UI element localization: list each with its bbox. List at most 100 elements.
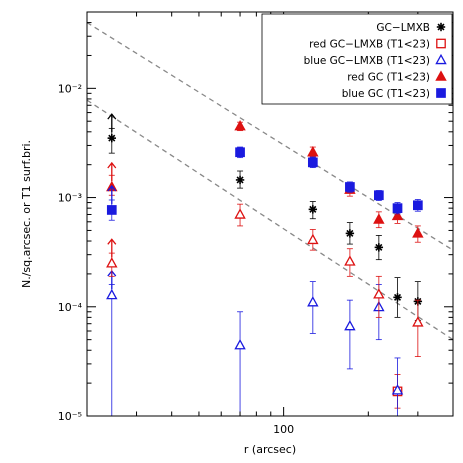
data-marker [345, 229, 355, 238]
triangle-shape [234, 339, 246, 350]
data-point [106, 184, 117, 221]
series-3 [106, 270, 404, 416]
asterisk-stroke [309, 205, 317, 213]
data-point [234, 311, 246, 416]
data-marker [344, 319, 356, 331]
y-tick-label: 10⁻² [58, 82, 82, 95]
data-point [307, 281, 319, 334]
data-point [413, 199, 423, 212]
triangle-shape [344, 319, 356, 331]
square-shape [345, 182, 355, 192]
data-marker [345, 182, 355, 192]
triangle-shape [307, 296, 319, 307]
y-axis-label: N./sq.arcsec. or T1 surf.bri. [20, 140, 33, 288]
data-marker [344, 255, 356, 266]
triangle-shape [307, 146, 319, 157]
square-shape [307, 157, 318, 168]
data-point [235, 170, 245, 189]
data-point [373, 275, 385, 318]
legend-label: red GC−LMXB (T1<23) [309, 39, 430, 51]
data-marker [412, 316, 424, 327]
legend-label: blue GC (T1<23) [342, 88, 430, 100]
data-point [412, 299, 424, 357]
data-marker [373, 213, 385, 224]
legend-marker [435, 53, 447, 65]
data-point [107, 113, 117, 154]
legend: GC−LMXB red GC−LMXB (T1<23) blue GC−LMXB (… [261, 13, 453, 105]
triangle-shape [234, 208, 246, 219]
triangle-shape [106, 257, 118, 268]
data-marker [373, 288, 385, 299]
triangle-shape [412, 227, 424, 238]
data-marker [106, 205, 117, 215]
data-series-layer [106, 113, 424, 416]
data-point [344, 299, 356, 370]
triangle-shape [106, 288, 118, 300]
legend-label: red GC (T1<23) [347, 72, 430, 84]
data-marker [234, 339, 246, 350]
x-tick-label: 100 [273, 423, 294, 436]
triangle-shape [412, 316, 424, 327]
data-point [234, 203, 246, 227]
data-point [392, 202, 403, 215]
data-marker [307, 233, 319, 245]
triangle-shape [373, 213, 385, 224]
triangle-shape [234, 120, 246, 131]
triangle-shape [435, 70, 447, 81]
data-point [373, 190, 384, 201]
data-marker [235, 175, 245, 185]
data-marker [234, 120, 246, 131]
data-point [344, 248, 356, 277]
data-marker [307, 296, 319, 307]
data-point [412, 225, 424, 243]
data-point [393, 277, 402, 318]
square-shape [436, 88, 446, 98]
data-point [345, 222, 355, 245]
data-point [373, 211, 385, 229]
axis-tick-labels: 10⁻⁵ 10⁻⁴ 10⁻³ 10⁻² 100 [58, 82, 294, 436]
data-point [106, 238, 118, 277]
asterisk-stroke [375, 243, 383, 251]
series-4 [106, 120, 424, 243]
data-point [345, 181, 355, 193]
triangle-shape [344, 255, 356, 266]
data-point [235, 146, 245, 159]
square-shape [392, 203, 403, 213]
data-marker [235, 147, 245, 158]
series-1 [107, 113, 423, 321]
data-marker [412, 227, 424, 238]
data-marker [413, 200, 423, 211]
legend-box [261, 13, 453, 105]
reference-lines [87, 22, 453, 341]
legend-label: blue GC−LMXB (T1<23) [304, 55, 430, 67]
data-point [308, 201, 318, 220]
data-point [234, 120, 246, 132]
data-point [391, 357, 404, 416]
data-marker [307, 157, 318, 168]
data-point [307, 229, 319, 251]
data-marker [374, 243, 384, 252]
reference-line-2 [87, 99, 453, 341]
series-5 [106, 146, 423, 221]
square-shape [413, 200, 423, 211]
triangle-shape [391, 384, 404, 395]
y-tick-label: 10⁻⁴ [58, 301, 83, 314]
data-marker [373, 190, 384, 201]
data-marker [307, 146, 319, 157]
data-marker [392, 203, 403, 213]
legend-marker [436, 88, 446, 98]
asterisk-stroke [393, 293, 402, 301]
asterisk-stroke [437, 23, 445, 31]
data-marker [107, 133, 116, 143]
square-shape [235, 147, 245, 158]
arrow-head [107, 161, 117, 169]
data-marker [234, 208, 246, 219]
y-tick-label: 10⁻⁵ [58, 410, 82, 423]
asterisk-stroke [346, 229, 354, 237]
axis-ticks [86, 11, 454, 417]
square-shape [436, 38, 446, 49]
triangle-shape [391, 209, 404, 221]
legend-marker [436, 38, 446, 49]
x-axis-label: r (arcsec) [244, 443, 296, 456]
